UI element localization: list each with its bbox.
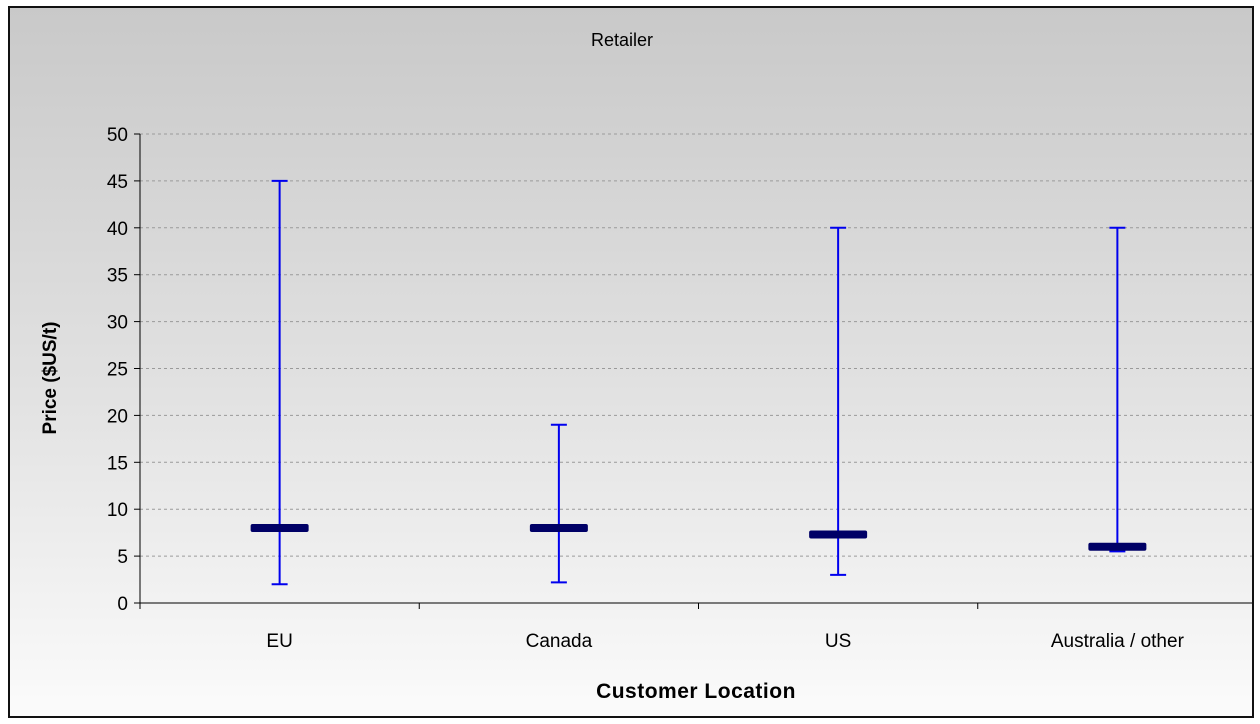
y-tick-label: 50	[107, 125, 128, 146]
y-tick-label: 0	[117, 594, 128, 615]
x-category-label: Australia / other	[1051, 631, 1185, 652]
mid-value-bar	[809, 530, 868, 539]
y-tick-label: 25	[107, 360, 128, 381]
data-marks	[250, 179, 1147, 586]
x-category-label: US	[825, 631, 851, 652]
y-tick-label: 40	[107, 219, 128, 240]
mid-value-bar	[250, 523, 309, 532]
x-axis-label: Customer Location	[596, 680, 796, 703]
y-tick-label: 5	[117, 547, 128, 568]
y-tick-label: 30	[107, 313, 128, 334]
y-axis-label: Price ($US/t)	[40, 322, 61, 435]
y-tick-label: 20	[107, 406, 128, 427]
chart-frame: Retailer 0 5 10 15 20 25 30 35 40 45 50 EU Canada US A…	[8, 6, 1258, 718]
axes: 0 5 10 15 20 25 30 35 40 45 50 EU Canada US Australia …	[107, 125, 1258, 652]
gridlines	[140, 133, 1257, 557]
mid-value-bar	[529, 523, 588, 532]
x-category-label: Canada	[526, 631, 593, 652]
retailer-price-chart: Retailer 0 5 10 15 20 25 30 35 40 45 50 EU Canada US A…	[40, 30, 1258, 703]
mid-value-bar	[1088, 542, 1147, 551]
y-tick-label: 10	[107, 500, 128, 521]
y-tick-label: 35	[107, 266, 128, 287]
chart-title: Retailer	[591, 30, 653, 50]
y-tick-label: 15	[107, 453, 128, 474]
x-category-label: EU	[266, 631, 292, 652]
y-tick-label: 45	[107, 172, 128, 193]
